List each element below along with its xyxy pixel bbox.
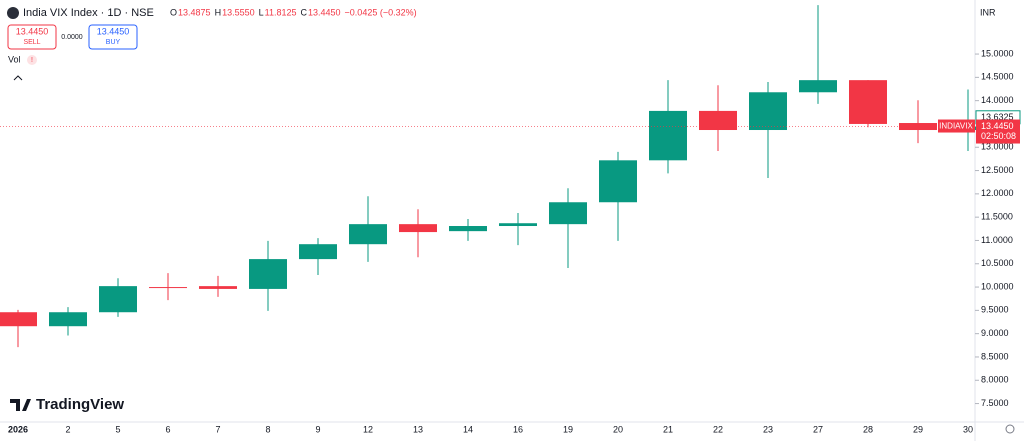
candle-body [849, 80, 887, 124]
sell-price: 13.4450 [16, 26, 49, 36]
candle-body [349, 224, 387, 245]
last-price-name-box [938, 119, 975, 133]
candle-body [49, 312, 87, 327]
x-tick-label: 23 [763, 424, 773, 434]
x-tick-label: 2 [65, 424, 70, 434]
y-tick-label: 10.5000 [981, 258, 1014, 268]
sell-label: SELL [23, 39, 40, 46]
settings-icon[interactable] [1005, 424, 1015, 434]
x-tick-label: 12 [363, 424, 373, 434]
x-tick-label: 22 [713, 424, 723, 434]
candle-body [149, 287, 187, 289]
countdown: 02:50:08 [981, 131, 1016, 141]
x-tick-label: 19 [563, 424, 573, 434]
y-tick-label: 11.5000 [981, 212, 1013, 222]
candle-body [99, 286, 137, 313]
candle-body [749, 92, 787, 131]
last-price-box [976, 119, 1020, 144]
y-tick-label: 14.0000 [981, 95, 1014, 105]
x-tick-label: 14 [463, 424, 473, 434]
y-tick-label: 11.0000 [981, 235, 1013, 245]
x-tick-label: 30 [963, 424, 973, 434]
candle-body [699, 110, 737, 131]
price-marker-label: 13.6325 [981, 112, 1014, 122]
y-tick-label: 15.0000 [981, 48, 1014, 58]
candle-body [399, 224, 437, 233]
x-tick-label: 7 [215, 424, 220, 434]
x-tick-label: 13 [413, 424, 423, 434]
x-tick-label: 29 [913, 424, 923, 434]
volume-warning[interactable] [27, 55, 37, 65]
ohlc-key: H [215, 7, 222, 17]
x-tick-label: 8 [265, 424, 270, 434]
candle-body [499, 223, 537, 227]
price-axis [975, 0, 1024, 441]
ohlc-key: L [259, 7, 264, 17]
candle-body [549, 202, 587, 225]
last-price-label: 13.4450 [981, 121, 1014, 131]
symbol-logo [7, 7, 19, 19]
y-tick-label: 10.0000 [981, 281, 1014, 291]
x-tick-label: 21 [663, 424, 673, 434]
brand: TradingView [36, 396, 124, 413]
ohlc-change: −0.0425 (−0.32%) [345, 7, 417, 17]
y-tick-label: 13.0000 [981, 142, 1014, 152]
spread: 0.0000 [61, 34, 83, 41]
last-price-name: INDIAVIX [939, 122, 973, 131]
ohlc-key: O [170, 7, 177, 17]
x-tick-label: 28 [863, 424, 873, 434]
ohlc-value: 13.4450 [308, 7, 341, 17]
candle-body [249, 259, 287, 289]
y-tick-label: 8.0000 [981, 375, 1009, 385]
x-tick-label: 27 [813, 424, 823, 434]
symbol: India VIX Index · 1D · NSE [23, 7, 154, 19]
x-tick-label: 9 [315, 424, 320, 434]
y-tick-label: 7.5000 [981, 398, 1009, 408]
x-tick-label: 16 [513, 424, 523, 434]
volume-label: Vol [8, 54, 21, 64]
y-tick-label: 8.5000 [981, 351, 1009, 361]
buy-price: 13.4450 [97, 26, 130, 36]
ohlc-value: 13.4875 [178, 7, 211, 17]
x-tick-label: 20 [613, 424, 623, 434]
brand-logo [10, 399, 31, 411]
y-tick-label: 12.5000 [981, 165, 1014, 175]
ohlc-value: 11.8125 [265, 7, 297, 17]
candle-body [199, 286, 237, 289]
y-tick-label: 14.5000 [981, 72, 1014, 82]
x-tick-label: 2026 [8, 424, 28, 434]
candle-body [449, 226, 487, 232]
candle-body [799, 80, 837, 93]
y-tick-label: 12.0000 [981, 188, 1014, 198]
buy-label: BUY [106, 39, 121, 46]
x-tick-label: 6 [165, 424, 170, 434]
buy-button[interactable] [88, 24, 138, 50]
currency[interactable]: INR [980, 7, 996, 17]
candle-body [299, 244, 337, 260]
candle-body [599, 160, 637, 203]
volume-warning-icon: ! [31, 57, 33, 64]
ohlc-legend: O 13.4875 H 13.5550 L 11.8125 C 13.4450 −0.0425 … [170, 7, 417, 17]
x-tick-label: 5 [115, 424, 120, 434]
y-tick-label: 9.0000 [981, 328, 1009, 338]
y-tick-label: 9.5000 [981, 305, 1009, 315]
collapse-icon[interactable] [13, 75, 23, 81]
sell-button[interactable] [7, 24, 57, 50]
candle-body [649, 110, 687, 161]
candle-body [0, 312, 37, 327]
ohlc-key: C [301, 7, 308, 17]
ohlc-value: 13.5550 [222, 7, 255, 17]
